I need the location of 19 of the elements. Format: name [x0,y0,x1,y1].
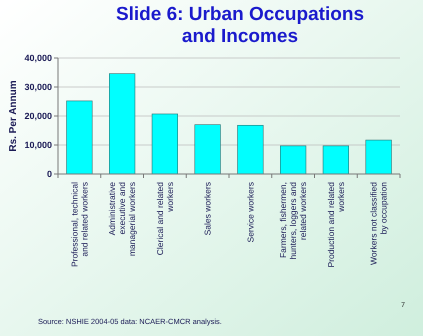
x-tick-label: Professional, technical and related workers [69,182,90,268]
bar [366,140,392,174]
y-tick-label: 0 [46,169,52,180]
x-tick-label: Sales workers [202,182,213,236]
y-axis-title: Rs. Per Annum [8,80,19,152]
x-tick-label: Service workers [245,182,256,242]
bar [280,146,306,174]
x-tick-label: Farmers, fishermen, hunters, loggers and related workers [278,182,308,260]
bar [237,124,264,174]
y-tick-label: 40,000 [24,53,52,64]
bar [322,146,349,174]
y-tick-label: 30,000 [24,82,52,92]
bar [109,73,136,174]
bar [66,100,92,174]
bar [194,124,221,174]
chart-title: Slide 6: Urban Occupations and Incomes [116,4,364,47]
y-tick-label: 20,000 [24,111,52,122]
y-tick-label: 10,000 [24,140,52,150]
bar [152,114,178,174]
